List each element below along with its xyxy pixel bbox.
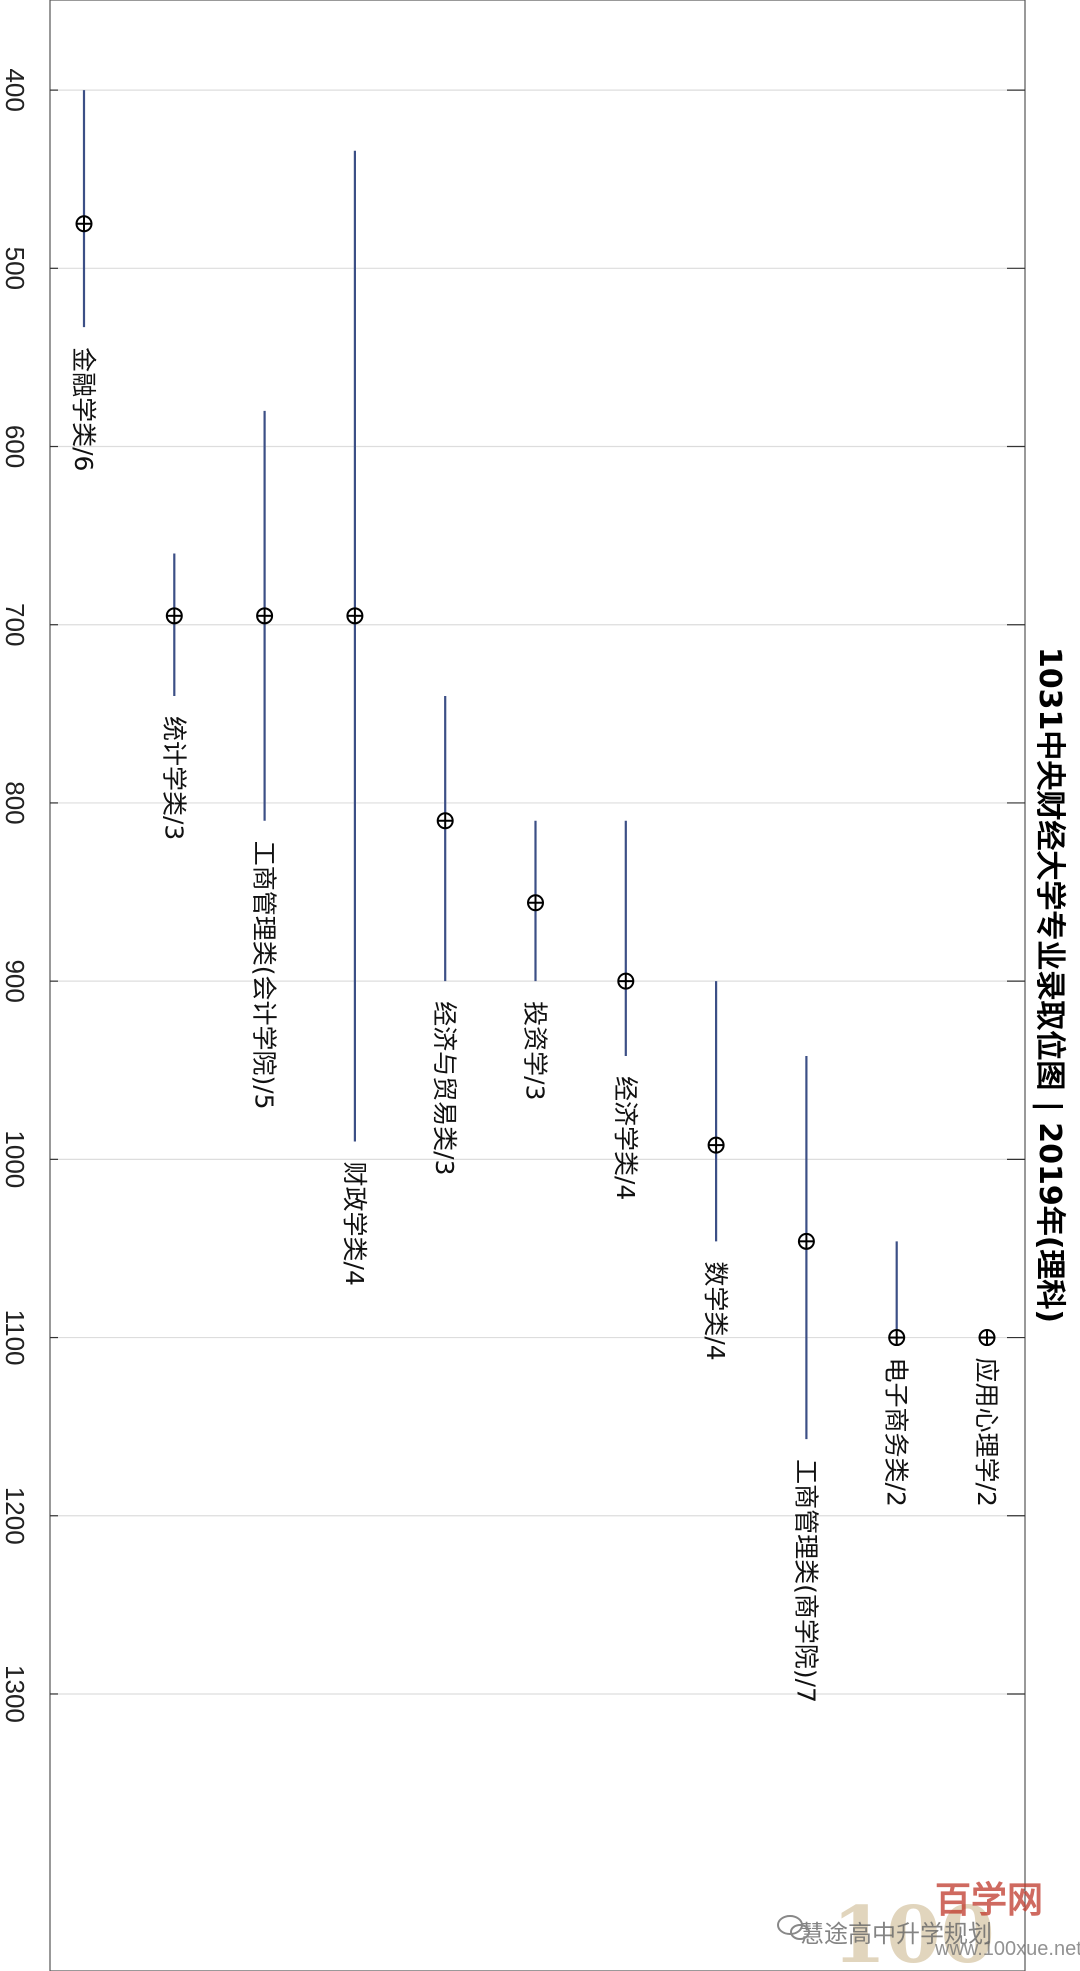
watermark-wechat: 慧途高中升学规划 (800, 1920, 992, 1948)
category-label: 数学类/4 (701, 1261, 730, 1360)
rank-marker (797, 1232, 815, 1250)
tick-label: 700 (0, 603, 30, 646)
tick-label: 1100 (0, 1310, 30, 1366)
tick-label: 900 (0, 959, 30, 1002)
wechat-icon (777, 1915, 810, 1940)
category-label: 投资学/3 (521, 1001, 550, 1100)
range-item: 经济与贸易类/3 (430, 696, 459, 1175)
plot-frame (49, 0, 1026, 1971)
range-item: 应用心理学/2 (972, 1329, 1001, 1507)
range-item: 经济学类/4 (611, 820, 640, 1200)
rank-marker (707, 1136, 725, 1154)
watermark-number: 100 (832, 1890, 995, 1971)
watermark-url: www.100xue.net (934, 1938, 1080, 1960)
range-item: 财政学类/4 (340, 150, 369, 1286)
range-item: 电子商务类/2 (882, 1241, 911, 1507)
category-label: 工商管理类(会计学院)/5 (250, 841, 279, 1110)
rank-marker (256, 607, 274, 625)
rank-marker (346, 607, 364, 625)
tick-label: 1300 (0, 1665, 30, 1723)
range-item: 工商管理类(会计学院)/5 (250, 410, 279, 1110)
category-label: 经济学类/4 (611, 1076, 640, 1200)
category-label: 财政学类/4 (340, 1162, 369, 1286)
chart-title-group: 1031中央财经大学专业录取位图 | 2019年(理科) (1032, 647, 1067, 1323)
category-label: 金融学类/6 (69, 347, 98, 471)
rank-marker (888, 1329, 906, 1347)
rank-marker (165, 607, 183, 625)
watermark-brand: 百学网 (935, 1879, 1043, 1921)
rank-marker (436, 812, 454, 830)
range-item: 金融学类/6 (69, 90, 98, 471)
range-item: 数学类/4 (701, 981, 730, 1361)
tick-label: 600 (0, 425, 30, 468)
watermark: 100 百学网 www.100xue.net 慧途高中升学规划 (777, 1879, 1080, 1971)
rank-marker (75, 215, 93, 233)
rank-axis: 400 500 600 700 800 900 1000 1100 1200 1300 (0, 0, 1026, 1971)
range-series: 金融学类/6 统计学类/3 工商管理类(会计学院)/5 财政学类/4 经济与贸易类/3 投… (69, 90, 1001, 1703)
range-item: 投资学/3 (521, 820, 550, 1100)
category-label: 电子商务类/2 (882, 1358, 911, 1507)
category-label: 应用心理学/2 (972, 1358, 1001, 1507)
category-label: 统计学类/3 (159, 716, 188, 840)
range-item: 统计学类/3 (159, 553, 188, 840)
tick-label: 500 (0, 247, 30, 290)
rank-marker (527, 894, 544, 912)
chart-title: 1031中央财经大学专业录取位图 | 2019年(理科) (1032, 647, 1067, 1323)
category-label: 经济与贸易类/3 (430, 1001, 459, 1175)
range-item: 工商管理类(商学院)/7 (791, 1055, 820, 1703)
grid-lines (50, 89, 1025, 1695)
tick-label: 800 (0, 781, 30, 824)
tick-label: 400 (0, 68, 30, 111)
tick-label: 1200 (0, 1487, 30, 1545)
rank-marker (978, 1329, 996, 1347)
tick-label: 1000 (0, 1130, 30, 1188)
rank-marker (617, 972, 635, 990)
category-label: 工商管理类(商学院)/7 (791, 1459, 820, 1703)
